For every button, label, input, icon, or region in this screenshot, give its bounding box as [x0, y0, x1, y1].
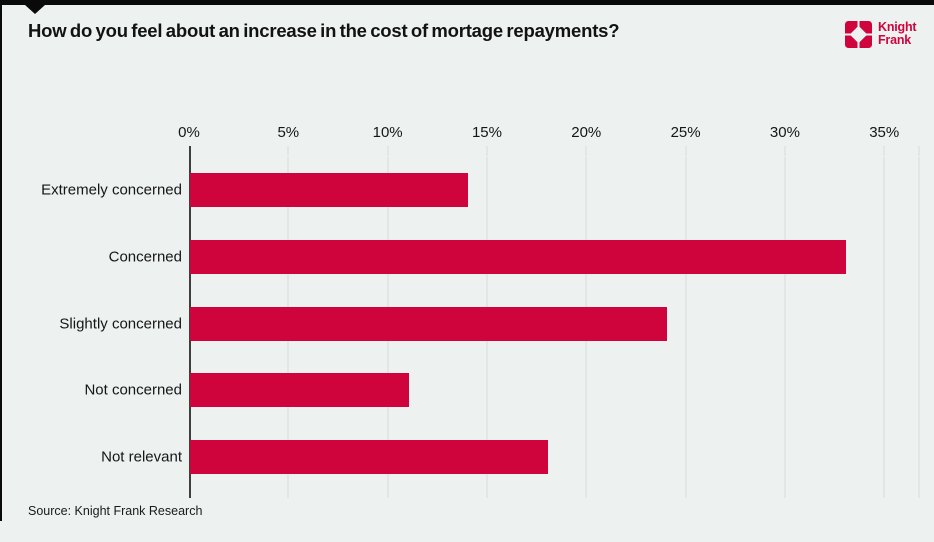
gridline	[918, 157, 920, 490]
tick-mark	[918, 146, 920, 156]
x-axis-tick-label: 5%	[277, 124, 300, 141]
gridline	[784, 157, 786, 490]
x-axis: 0% 5% 10% 15% 20% 25% 30% 35%	[178, 124, 919, 142]
x-axis-tick-label: 30%	[769, 124, 800, 141]
tick-mark	[287, 490, 289, 498]
x-axis-tick-label: 0%	[178, 124, 200, 141]
logo-text-line2: Frank	[878, 33, 912, 47]
down-arrow-icon	[25, 5, 45, 14]
tick-mark	[918, 490, 920, 498]
tick-mark	[486, 146, 488, 156]
bar	[190, 239, 846, 274]
top-accent-bar	[0, 0, 934, 5]
chart-title: How do you feel about an increase in the…	[28, 20, 620, 41]
tick-mark	[486, 490, 488, 498]
tick-mark	[883, 146, 885, 156]
gridline	[685, 157, 687, 490]
x-axis-tick-label: 35%	[869, 124, 900, 141]
bar	[190, 439, 548, 474]
plot-area	[189, 146, 920, 498]
tick-mark	[784, 146, 786, 156]
knight-frank-logo-icon	[843, 19, 874, 53]
x-axis-tick-label: 10%	[372, 124, 403, 141]
tick-mark	[685, 490, 687, 498]
x-axis-tick-label: 20%	[571, 124, 602, 141]
left-edge-strip	[0, 0, 2, 521]
knight-frank-logo-text: Knight Frank	[878, 20, 917, 47]
tick-mark	[585, 146, 587, 156]
bar	[190, 173, 469, 208]
logo-text-line1: Knight	[878, 20, 917, 34]
tick-mark	[883, 490, 885, 498]
category-label: Not concerned	[84, 381, 182, 399]
tick-mark	[387, 146, 389, 156]
knight-frank-logo: Knight Frank	[843, 19, 917, 53]
y-axis-labels: Extremely concerned Concerned Slightly con…	[0, 157, 182, 490]
x-axis-tick-label: 15%	[471, 124, 502, 141]
category-label: Concerned	[108, 248, 182, 266]
category-label: Extremely concerned	[41, 181, 182, 199]
tick-mark	[784, 490, 786, 498]
x-axis-tick-label: 25%	[670, 124, 701, 141]
bar	[190, 306, 667, 341]
tick-mark	[387, 490, 389, 498]
source-text: Source: Knight Frank Research	[28, 504, 203, 518]
tick-mark	[585, 490, 587, 498]
tick-mark	[685, 146, 687, 156]
tick-mark	[287, 146, 289, 156]
bar	[190, 373, 409, 408]
category-label: Slightly concerned	[59, 315, 182, 332]
category-label: Not relevant	[101, 448, 182, 466]
gridline	[883, 157, 885, 490]
